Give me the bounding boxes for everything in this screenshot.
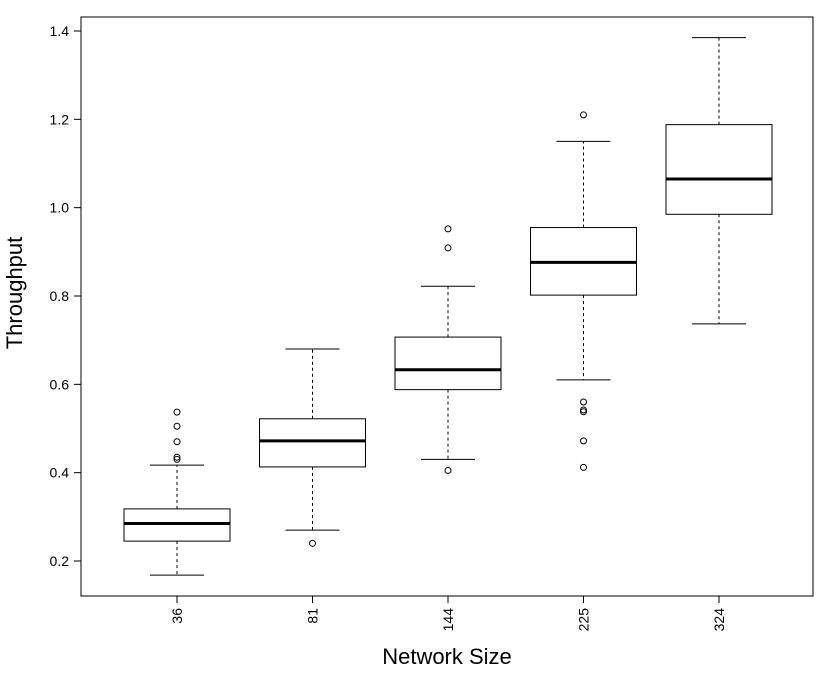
boxplot-81 — [259, 348, 366, 547]
x-axis: 36 81 144 225 324 — [169, 596, 727, 631]
iqr-box — [259, 418, 366, 468]
boxplot-225 — [530, 111, 637, 471]
y-tick-label: 0.4 — [50, 465, 70, 481]
outlier-point — [580, 437, 587, 445]
outlier-point — [580, 463, 587, 471]
outlier-point — [173, 408, 181, 416]
outlier-point — [309, 539, 316, 547]
plot-frame — [80, 16, 814, 597]
outlier-point — [444, 466, 452, 474]
outlier-point — [173, 422, 181, 430]
outlier-point — [444, 244, 452, 252]
outlier-point — [173, 455, 181, 463]
boxplot-324 — [665, 37, 773, 325]
iqr-box — [665, 124, 773, 215]
outlier-point — [580, 111, 587, 119]
x-tick-label: 144 — [440, 608, 456, 632]
x-tick-label: 324 — [711, 608, 727, 632]
y-tick-label: 0.2 — [50, 553, 70, 569]
x-tick-label: 225 — [576, 608, 592, 632]
outlier-point — [173, 438, 181, 446]
outlier-point — [580, 398, 587, 406]
iqr-box — [123, 508, 231, 542]
y-axis-title: Throughput — [2, 237, 27, 350]
outlier-point — [173, 453, 181, 461]
y-axis: 0.2 0.4 0.6 0.8 1.0 1.2 1.4 — [50, 23, 81, 569]
outlier-point — [444, 225, 452, 233]
y-tick-label: 0.6 — [50, 376, 70, 392]
y-tick-label: 0.8 — [50, 288, 70, 304]
iqr-box — [394, 336, 502, 391]
boxplots — [123, 37, 773, 576]
boxplot-144 — [394, 225, 502, 474]
boxplot-36 — [123, 408, 231, 576]
plot-border — [80, 16, 814, 597]
x-tick-label: 81 — [305, 608, 321, 624]
y-tick-label: 1.0 — [50, 200, 70, 216]
y-tick-label: 1.4 — [50, 23, 70, 39]
x-tick-label: 36 — [169, 608, 185, 624]
outlier-point — [580, 406, 587, 414]
y-tick-label: 1.2 — [50, 111, 70, 127]
x-axis-title: Network Size — [382, 644, 512, 669]
